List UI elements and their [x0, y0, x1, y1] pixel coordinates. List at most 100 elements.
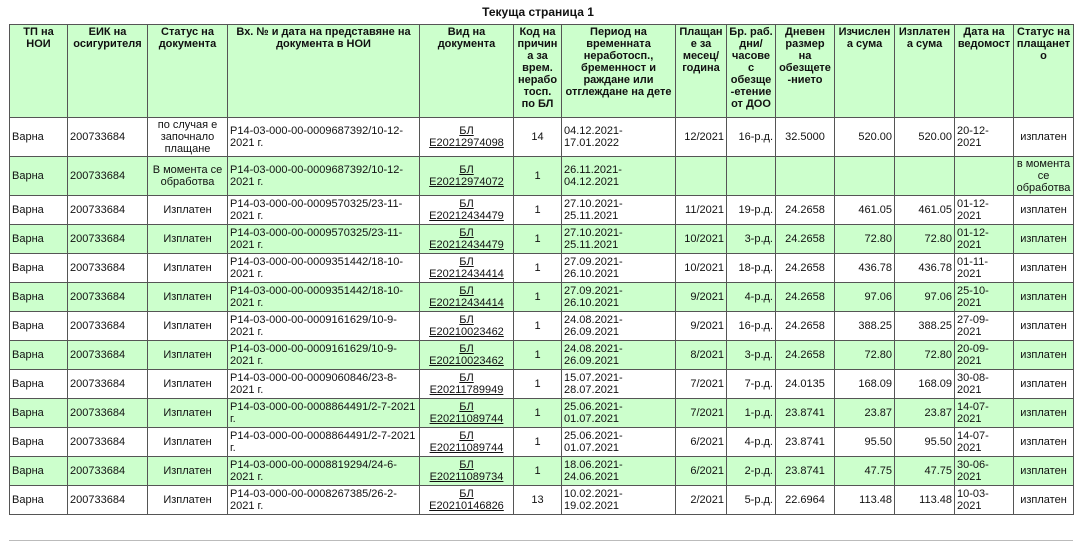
table-cell: 1 — [513, 156, 562, 196]
divider — [9, 540, 1073, 541]
table-cell: по случая е започнало плащане — [147, 117, 228, 157]
table-cell: 1 — [513, 224, 562, 254]
table-cell: 30-06-2021 — [954, 456, 1014, 486]
table-cell: 14 — [513, 117, 562, 157]
table-cell: Р14-03-000-00-0009060846/23-8-2021 г. — [227, 369, 420, 399]
table-cell: 26.11.2021-04.12.2021 — [561, 156, 676, 196]
table-cell: 27.10.2021-25.11.2021 — [561, 224, 676, 254]
column-header: ЕИК на осигурителя — [67, 24, 148, 118]
table-cell: БЛ Е20211089744 — [419, 398, 514, 428]
table-cell: 1 — [513, 311, 562, 341]
table-cell: 1 — [513, 340, 562, 370]
document-link[interactable]: БЛ Е20212434479 — [429, 198, 504, 222]
table-row: Варна 200733684 Изплатен Р14-03-000-00-0009… — [9, 311, 1074, 341]
table-cell: изплатен — [1013, 340, 1074, 370]
document-link[interactable]: БЛ Е20212434479 — [429, 227, 504, 251]
column-header: Статус на документа — [147, 24, 228, 118]
document-link[interactable]: БЛ Е20210023462 — [429, 314, 504, 338]
table-cell: Изплатен — [147, 398, 228, 428]
table-cell: Р14-03-000-00-0009687392/10-12-2021 г. — [227, 117, 420, 157]
table-cell: 200733684 — [67, 369, 148, 399]
table-row: Варна 200733684 Изплатен Р14-03-000-00-0008… — [9, 398, 1074, 428]
table-cell: 72.80 — [894, 224, 955, 254]
table-cell: Варна — [9, 398, 68, 428]
column-header: Статус на плащането — [1013, 24, 1074, 118]
table-cell: 200733684 — [67, 224, 148, 254]
table-cell: Варна — [9, 311, 68, 341]
table-row: Варна 200733684 Изплатен Р14-03-000-00-0009… — [9, 340, 1074, 370]
table-cell: Варна — [9, 195, 68, 225]
column-header: Дневен размер на обезщете-нието — [775, 24, 835, 118]
document-link[interactable]: БЛ Е20212434414 — [429, 256, 504, 280]
table-cell: Варна — [9, 156, 68, 196]
table-cell: 24.2658 — [775, 340, 835, 370]
table-cell: БЛ Е20210023462 — [419, 311, 514, 341]
table-cell: В момента се обработва — [147, 156, 228, 196]
table-cell: 113.48 — [894, 485, 955, 515]
document-link[interactable]: БЛ Е20210023462 — [429, 343, 504, 367]
column-header: Дата на ведомост — [954, 24, 1014, 118]
table-cell: 388.25 — [894, 311, 955, 341]
table-cell: 461.05 — [894, 195, 955, 225]
table-cell: изплатен — [1013, 195, 1074, 225]
table-cell: 200733684 — [67, 156, 148, 196]
table-cell: Варна — [9, 456, 68, 486]
table-row: Варна 200733684 Изплатен Р14-03-000-00-0009… — [9, 224, 1074, 254]
table-cell: 200733684 — [67, 340, 148, 370]
document-link[interactable]: БЛ Е20211089734 — [429, 459, 504, 483]
table-cell: 2/2021 — [675, 485, 727, 515]
table-cell: Варна — [9, 117, 68, 157]
table-cell: 3-р.д. — [726, 340, 776, 370]
table-cell: Р14-03-000-00-0009570325/23-11-2021 г. — [227, 224, 420, 254]
table-cell: 9/2021 — [675, 311, 727, 341]
table-cell: 16-р.д. — [726, 117, 776, 157]
table-cell: 200733684 — [67, 282, 148, 312]
table-cell: 8/2021 — [675, 340, 727, 370]
table-cell: БЛ Е20210146826 — [419, 485, 514, 515]
table-cell: Изплатен — [147, 340, 228, 370]
table-cell: Варна — [9, 224, 68, 254]
table-cell: 436.78 — [894, 253, 955, 283]
table-cell: изплатен — [1013, 427, 1074, 457]
table-cell: Р14-03-000-00-0008267385/26-2-2021 г. — [227, 485, 420, 515]
table-cell: 461.05 — [834, 195, 895, 225]
table-head: ТП на НОИ ЕИК на осигурителя Статус на док… — [9, 24, 1074, 118]
document-link[interactable]: БЛ Е20211789949 — [429, 372, 504, 396]
table-cell: 168.09 — [894, 369, 955, 399]
table-cell: 520.00 — [834, 117, 895, 157]
table-cell: 20-09-2021 — [954, 340, 1014, 370]
table-cell: 1-р.д. — [726, 398, 776, 428]
table-cell: 200733684 — [67, 485, 148, 515]
table-cell: Р14-03-000-00-0008864491/2-7-2021 г. — [227, 427, 420, 457]
table-cell: 10.02.2021-19.02.2021 — [561, 485, 676, 515]
document-link[interactable]: БЛ Е20212434414 — [429, 285, 504, 309]
table-cell: 1 — [513, 253, 562, 283]
table-cell: 12/2021 — [675, 117, 727, 157]
table-cell: 7/2021 — [675, 369, 727, 399]
table-cell — [675, 156, 727, 196]
table-cell: 72.80 — [894, 340, 955, 370]
table-cell: 23.87 — [834, 398, 895, 428]
table-cell: БЛ Е20212434479 — [419, 195, 514, 225]
table-cell: 200733684 — [67, 253, 148, 283]
table-cell: Р14-03-000-00-0009570325/23-11-2021 г. — [227, 195, 420, 225]
table-cell: 25.06.2021-01.07.2021 — [561, 398, 676, 428]
document-link[interactable]: БЛ Е20212974072 — [429, 164, 504, 188]
document-link[interactable]: БЛ Е20212974098 — [429, 125, 504, 149]
table-cell: 01-12-2021 — [954, 224, 1014, 254]
table-cell: 10/2021 — [675, 224, 727, 254]
table-row: Варна 200733684 по случая е започнало плащ… — [9, 117, 1074, 157]
document-link[interactable]: БЛ Е20211089744 — [429, 401, 504, 425]
table-cell: 20-12-2021 — [954, 117, 1014, 157]
table-cell: 436.78 — [834, 253, 895, 283]
table-cell: 01-12-2021 — [954, 195, 1014, 225]
table-cell: 200733684 — [67, 398, 148, 428]
document-link[interactable]: БЛ Е20211089744 — [429, 430, 504, 454]
table-cell: 30-08-2021 — [954, 369, 1014, 399]
table-cell: 6/2021 — [675, 427, 727, 457]
table-cell: 27-09-2021 — [954, 311, 1014, 341]
header-row: ТП на НОИ ЕИК на осигурителя Статус на док… — [9, 24, 1074, 118]
table-cell: 13 — [513, 485, 562, 515]
table-cell: Варна — [9, 369, 68, 399]
document-link[interactable]: БЛ Е20210146826 — [429, 488, 504, 512]
